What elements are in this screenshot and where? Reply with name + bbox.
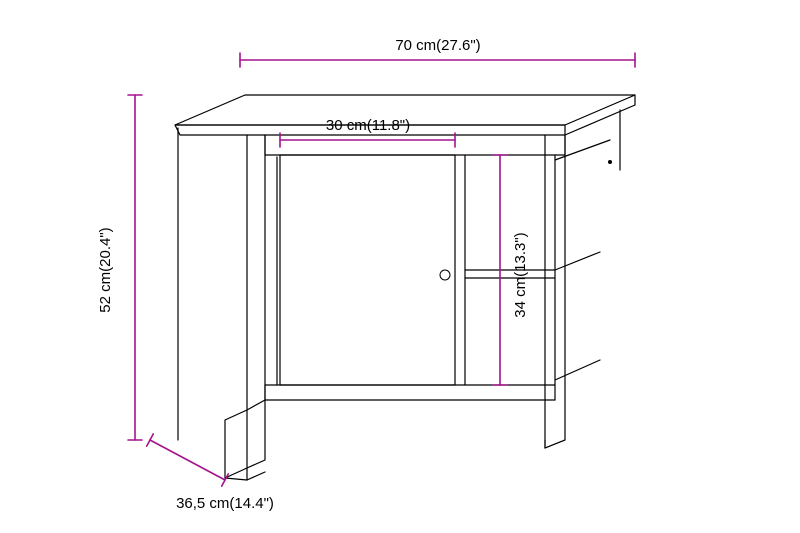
dim-label-label: 36,5 cm(14.4") xyxy=(176,495,274,512)
diagram-stroke xyxy=(147,434,229,486)
dim-depth-label: 34 cm(13.3") xyxy=(512,232,529,317)
dim-total-width-label: 70 cm(27.6") xyxy=(395,37,480,54)
diagram-stroke xyxy=(555,360,600,380)
diagram-stroke xyxy=(247,135,265,410)
diagram-stroke xyxy=(247,472,265,480)
diagram-stroke xyxy=(608,160,612,164)
diagram-stroke xyxy=(225,410,247,478)
diagram-stroke xyxy=(555,252,600,270)
diagram-stroke xyxy=(247,400,265,468)
diagram-stroke xyxy=(225,478,247,480)
dim-inner-height-label: 52 cm(20.4") xyxy=(97,227,114,312)
diagram-stroke xyxy=(150,440,225,480)
diagram-stroke xyxy=(128,95,142,440)
diagram-stroke xyxy=(440,270,450,280)
diagram-stroke xyxy=(147,434,154,446)
dim-total-height-label: 30 cm(11.8") xyxy=(326,117,410,134)
diagram-stroke xyxy=(545,440,565,448)
diagram-stroke xyxy=(280,155,455,385)
diagram-stroke xyxy=(555,140,610,160)
diagram-stroke xyxy=(240,53,635,67)
